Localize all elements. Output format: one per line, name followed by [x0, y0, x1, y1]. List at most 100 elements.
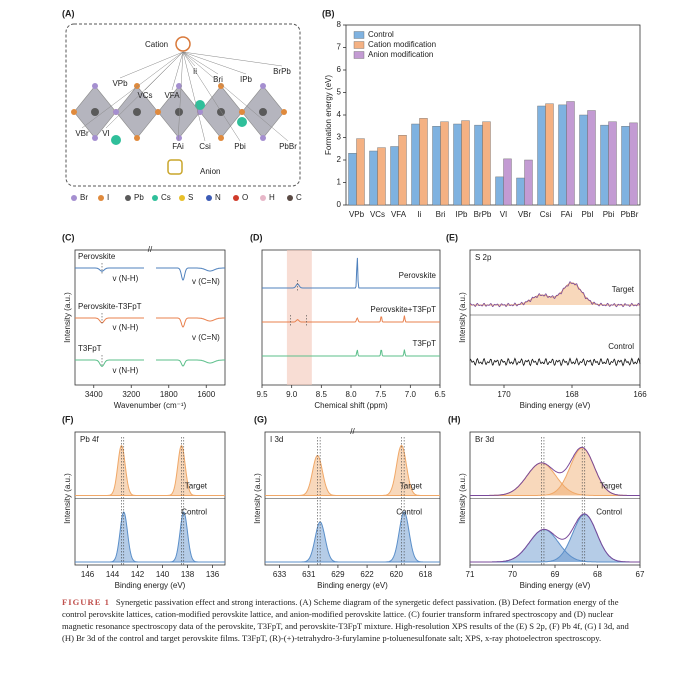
- defect-arrow: [182, 51, 206, 142]
- legend-swatch: [260, 195, 266, 201]
- defect-arrow: [119, 51, 184, 79]
- x-tick-label: 9.5: [256, 390, 268, 399]
- legend-label: Cs: [161, 193, 171, 202]
- bar: [503, 158, 512, 206]
- atom-pb: [259, 108, 267, 116]
- caption-label: FIGURE 1: [62, 597, 110, 607]
- atom-pb: [91, 108, 99, 116]
- atom-halide: [176, 135, 182, 141]
- x-tick-label: VPb: [349, 210, 365, 219]
- atom-halide: [134, 135, 140, 141]
- x-tick-label: Csi: [540, 210, 552, 219]
- y-tick-label: 5: [337, 88, 342, 97]
- x-tick-label: 8.0: [345, 390, 357, 399]
- bar: [537, 105, 546, 206]
- bar: [482, 121, 491, 206]
- fit-peak: [75, 511, 225, 563]
- axis-break: //: [148, 245, 153, 254]
- x-tick-label: Bri: [436, 210, 446, 219]
- spectrum-curve: [75, 359, 144, 367]
- y-axis-label: Intensity (a.u.): [63, 473, 72, 524]
- x-tick-label: 142: [131, 570, 145, 579]
- x-tick-label: 618: [419, 570, 433, 579]
- x-tick-label: VFA: [391, 210, 407, 219]
- x-tick-label: VBr: [518, 210, 532, 219]
- element-label: Pb 4f: [80, 435, 99, 444]
- legend-label: I: [107, 193, 109, 202]
- trace-label: Perovskite: [399, 271, 437, 280]
- x-tick-label: 67: [636, 570, 645, 579]
- spectrum-curve: [75, 317, 144, 324]
- x-tick-label: 138: [181, 570, 195, 579]
- y-tick-label: 4: [337, 110, 342, 119]
- legend-swatch: [287, 195, 293, 201]
- x-tick-label: 1600: [197, 390, 215, 399]
- caption: FIGURE 1 Synergetic passivation effect an…: [62, 596, 642, 644]
- fit-peak-fill: [470, 463, 640, 496]
- x-tick-label: 3200: [122, 390, 140, 399]
- defect-label: VPb: [112, 79, 128, 88]
- panel-label: (F): [62, 414, 74, 424]
- x-axis-label: Chemical shift (ppm): [314, 401, 388, 410]
- legend-swatch: [353, 31, 365, 39]
- x-tick-label: IPb: [455, 210, 468, 219]
- spectrum-curve: [156, 359, 225, 367]
- plot-frame: [469, 249, 641, 386]
- bar: [524, 159, 533, 206]
- bar: [461, 120, 470, 206]
- fit-peak: [75, 445, 225, 496]
- panel-label: (D): [250, 232, 263, 242]
- x-tick-label: 144: [106, 570, 120, 579]
- bar: [377, 147, 386, 206]
- defect-label: BrPb: [273, 67, 291, 76]
- defect-arrow: [182, 51, 196, 67]
- legend-label: Anion modification: [368, 50, 433, 59]
- legend-label: Cation modification: [368, 40, 436, 49]
- defect-arrow: [182, 51, 283, 67]
- plot-frame: [74, 249, 226, 386]
- y-axis-label: Intensity (a.u.): [458, 292, 467, 343]
- legend-swatch: [353, 51, 365, 59]
- legend-label: N: [215, 193, 221, 202]
- trace-label: Perovskite: [78, 252, 116, 261]
- legend-swatch: [206, 195, 212, 201]
- x-tick-label: 68: [593, 570, 602, 579]
- defect-label: FAi: [172, 142, 184, 151]
- x-tick-label: 136: [206, 570, 220, 579]
- caption-text: Synergetic passivation effect and strong…: [62, 597, 629, 643]
- y-axis-label: Intensity (a.u.): [63, 292, 72, 343]
- bar: [440, 121, 449, 206]
- trace-label: Perovskite-T3FpT: [78, 302, 142, 311]
- defect-label: VBr: [75, 129, 89, 138]
- bar: [600, 124, 609, 206]
- defect-arrow: [182, 51, 289, 142]
- legend-swatch: [353, 41, 365, 49]
- x-tick-label: 631: [302, 570, 316, 579]
- x-axis-label: Binding energy (eV): [317, 581, 388, 590]
- x-tick-label: Pbi: [603, 210, 615, 219]
- bar: [398, 135, 407, 206]
- trace-label: Control: [396, 508, 422, 517]
- x-tick-label: 140: [156, 570, 170, 579]
- x-tick-label: 7.5: [375, 390, 387, 399]
- atom-halide: [218, 83, 224, 89]
- atom-halide: [92, 135, 98, 141]
- bar: [432, 126, 441, 206]
- axis-break: //: [350, 427, 355, 436]
- defect-label: IPb: [240, 75, 253, 84]
- bar: [495, 176, 504, 206]
- atom-pb: [217, 108, 225, 116]
- panel-label: (B): [322, 8, 335, 18]
- legend-swatch: [179, 195, 185, 201]
- x-tick-label: 8.5: [316, 390, 328, 399]
- element-label: S 2p: [475, 253, 492, 262]
- legend-label: C: [296, 193, 302, 202]
- cation-molecule: [175, 36, 191, 52]
- atom-halide: [71, 109, 77, 115]
- atom-cs: [111, 135, 121, 145]
- anion-molecule: [167, 159, 183, 175]
- band-label: v (N-H): [113, 274, 139, 283]
- x-tick-label: 3400: [85, 390, 103, 399]
- defect-label: VI: [102, 129, 110, 138]
- defect-arrow: [182, 51, 219, 75]
